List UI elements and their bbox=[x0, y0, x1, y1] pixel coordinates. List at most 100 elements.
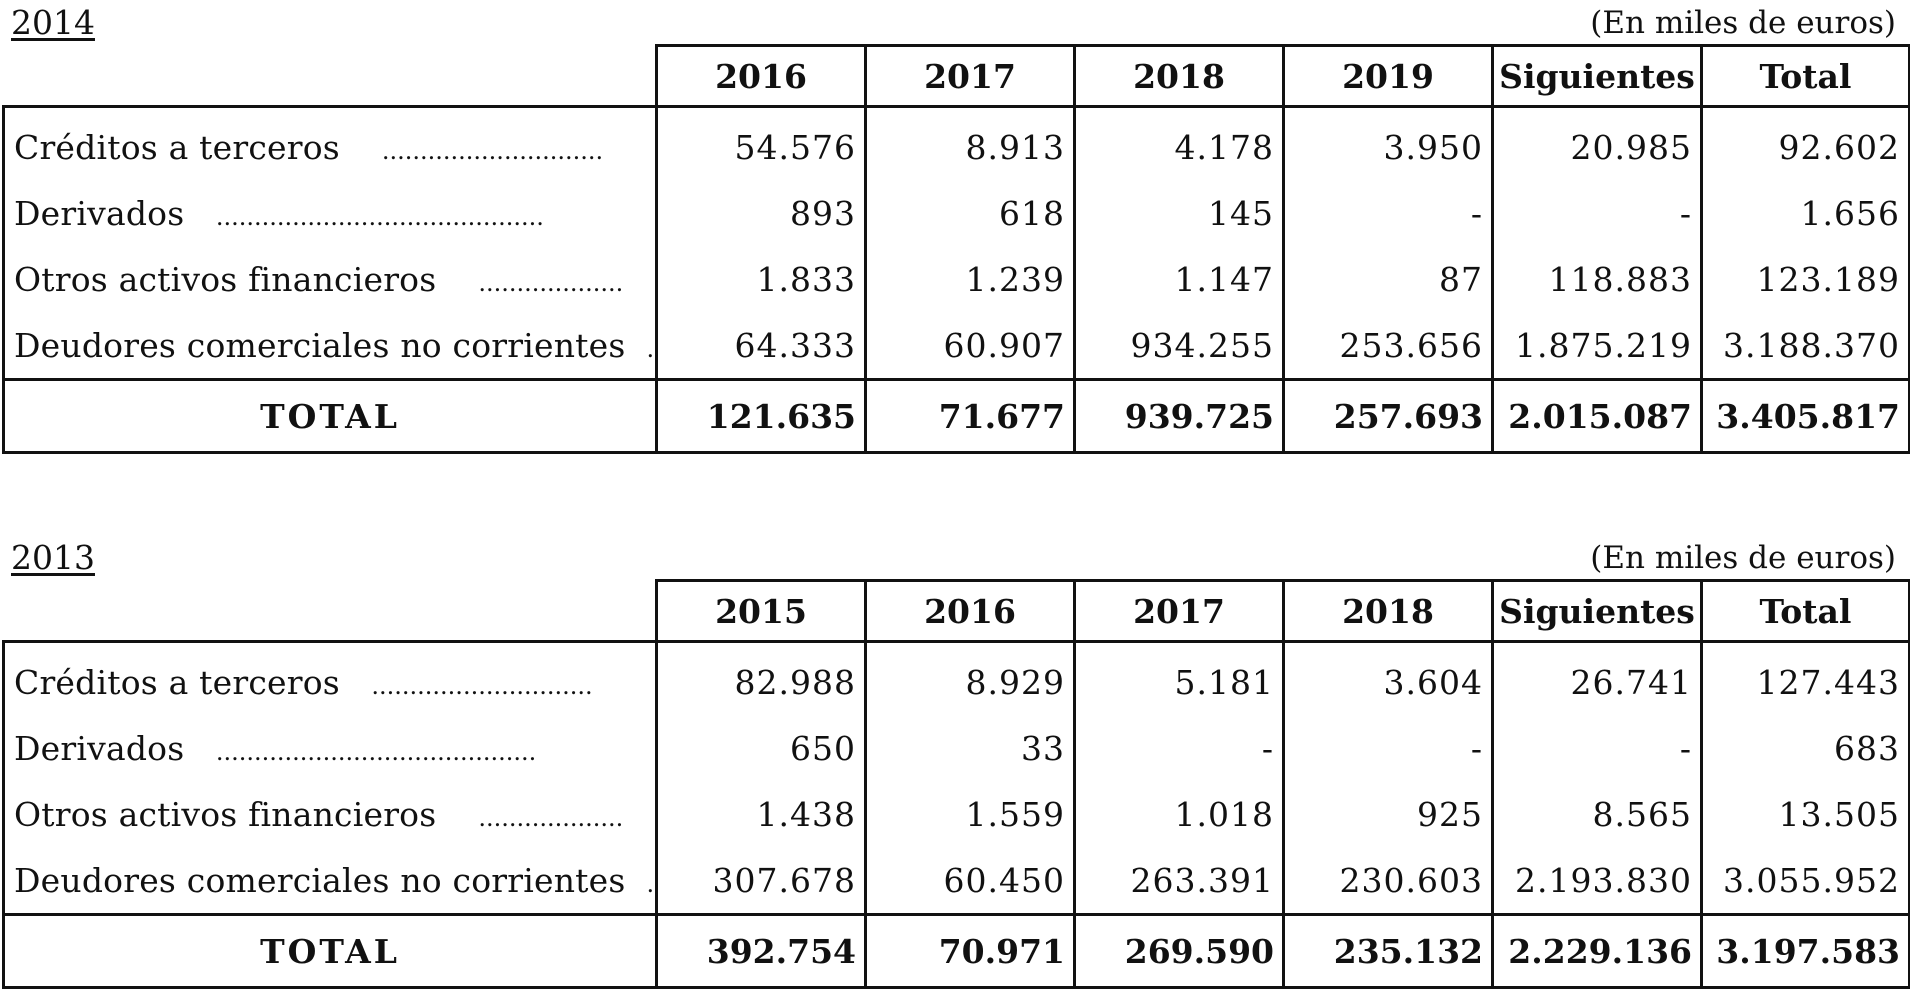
value-cell: 4.178 bbox=[1073, 106, 1285, 180]
table-row: Deudores comerciales no corrientes ... 6… bbox=[2, 312, 1910, 380]
value-cell: 263.391 bbox=[1073, 847, 1285, 915]
row-label-text: Derivados bbox=[14, 728, 185, 768]
value-cell: 1.656 bbox=[1700, 180, 1910, 246]
table-row: Derivados ..............................… bbox=[2, 180, 1910, 246]
value-cell: - bbox=[1073, 715, 1285, 781]
total-value: 257.693 bbox=[1282, 378, 1494, 454]
row-label-text: Deudores comerciales no corrientes bbox=[14, 860, 626, 900]
row-label-text: Créditos a terceros bbox=[14, 127, 340, 167]
unit-label: (En miles de euros) bbox=[1590, 540, 1896, 576]
value-cell: 123.189 bbox=[1700, 246, 1910, 312]
value-cell: 683 bbox=[1700, 715, 1910, 781]
row-label-text: Otros activos financieros bbox=[14, 794, 437, 834]
value-cell: 618 bbox=[864, 180, 1076, 246]
total-value: 269.590 bbox=[1073, 913, 1285, 989]
maturity-table-2014: 2016 2017 2018 2019 Siguientes Total Cré… bbox=[2, 44, 1910, 454]
total-value: 3.405.817 bbox=[1700, 378, 1910, 454]
table-row: Derivados ..............................… bbox=[2, 715, 1910, 781]
row-label: Créditos a terceros ....................… bbox=[2, 641, 658, 715]
value-cell: 893 bbox=[655, 180, 867, 246]
section-2013: 2013 (En miles de euros) 2015 2016 2017 … bbox=[0, 535, 1910, 989]
value-cell: 3.604 bbox=[1282, 641, 1494, 715]
total-value: 71.677 bbox=[864, 378, 1076, 454]
value-cell: - bbox=[1282, 180, 1494, 246]
dot-leader: ... bbox=[646, 869, 655, 898]
total-value: 235.132 bbox=[1282, 913, 1494, 989]
header-blank-cell bbox=[3, 580, 658, 643]
row-label: Otros activos financieros ..............… bbox=[2, 246, 658, 312]
column-header: Total bbox=[1700, 579, 1910, 643]
unit-label: (En miles de euros) bbox=[1590, 5, 1896, 41]
column-header: 2016 bbox=[864, 579, 1076, 643]
total-value: 2.229.136 bbox=[1491, 913, 1703, 989]
column-header: Total bbox=[1700, 44, 1910, 108]
value-cell: 1.438 bbox=[655, 781, 867, 847]
value-cell: 307.678 bbox=[655, 847, 867, 915]
table-row: Créditos a terceros ....................… bbox=[2, 106, 1910, 180]
total-value: 70.971 bbox=[864, 913, 1076, 989]
total-value: 3.197.583 bbox=[1700, 913, 1910, 989]
value-cell: 33 bbox=[864, 715, 1076, 781]
column-header: 2018 bbox=[1282, 579, 1494, 643]
value-cell: 13.505 bbox=[1700, 781, 1910, 847]
value-cell: 1.018 bbox=[1073, 781, 1285, 847]
row-label: Otros activos financieros ..............… bbox=[2, 781, 658, 847]
row-label-text: Créditos a terceros bbox=[14, 662, 340, 702]
dot-leader: ............................. bbox=[371, 671, 593, 700]
value-cell: 3.950 bbox=[1282, 106, 1494, 180]
value-cell: 20.985 bbox=[1491, 106, 1703, 180]
value-cell: 650 bbox=[655, 715, 867, 781]
value-cell: 1.875.219 bbox=[1491, 312, 1703, 380]
row-label: Créditos a terceros ....................… bbox=[2, 106, 658, 180]
total-value: 121.635 bbox=[655, 378, 867, 454]
value-cell: 1.833 bbox=[655, 246, 867, 312]
value-cell: 3.188.370 bbox=[1700, 312, 1910, 380]
value-cell: - bbox=[1282, 715, 1494, 781]
total-row: TOTAL 121.635 71.677 939.725 257.693 2.0… bbox=[2, 378, 1910, 454]
dot-leader: ........................................… bbox=[215, 202, 544, 231]
row-label: Deudores comerciales no corrientes ... bbox=[2, 847, 658, 915]
value-cell: 230.603 bbox=[1282, 847, 1494, 915]
column-header: 2017 bbox=[864, 44, 1076, 108]
row-label-text: Deudores comerciales no corrientes bbox=[14, 325, 626, 365]
column-header: 2015 bbox=[655, 579, 867, 643]
row-label-text: Otros activos financieros bbox=[14, 259, 437, 299]
section-2014: 2014 (En miles de euros) 2016 2017 2018 … bbox=[0, 0, 1910, 454]
dot-leader: ........................................… bbox=[215, 737, 537, 766]
total-row: TOTAL 392.754 70.971 269.590 235.132 2.2… bbox=[2, 913, 1910, 989]
value-cell: 1.239 bbox=[864, 246, 1076, 312]
dot-leader: ................... bbox=[478, 268, 624, 297]
value-cell: 54.576 bbox=[655, 106, 867, 180]
value-cell: 8.913 bbox=[864, 106, 1076, 180]
column-header: Siguientes bbox=[1491, 44, 1703, 108]
value-cell: 26.741 bbox=[1491, 641, 1703, 715]
table-row: Otros activos financieros ..............… bbox=[2, 781, 1910, 847]
value-cell: 934.255 bbox=[1073, 312, 1285, 380]
value-cell: 253.656 bbox=[1282, 312, 1494, 380]
dot-leader: ... bbox=[646, 334, 655, 363]
value-cell: 64.333 bbox=[655, 312, 867, 380]
row-label: Derivados ..............................… bbox=[2, 180, 658, 246]
column-header: 2016 bbox=[655, 44, 867, 108]
year-label: 2014 bbox=[11, 3, 95, 42]
section-header: 2014 (En miles de euros) bbox=[0, 0, 1910, 44]
value-cell: 118.883 bbox=[1491, 246, 1703, 312]
table-row: Otros activos financieros ..............… bbox=[2, 246, 1910, 312]
total-label: TOTAL bbox=[2, 913, 658, 989]
value-cell: 925 bbox=[1282, 781, 1494, 847]
value-cell: 145 bbox=[1073, 180, 1285, 246]
column-header: 2018 bbox=[1073, 44, 1285, 108]
value-cell: 5.181 bbox=[1073, 641, 1285, 715]
column-header: 2019 bbox=[1282, 44, 1494, 108]
column-header: 2017 bbox=[1073, 579, 1285, 643]
column-header: Siguientes bbox=[1491, 579, 1703, 643]
total-value: 939.725 bbox=[1073, 378, 1285, 454]
table-row: Créditos a terceros ....................… bbox=[2, 641, 1910, 715]
value-cell: 2.193.830 bbox=[1491, 847, 1703, 915]
value-cell: - bbox=[1491, 180, 1703, 246]
row-label: Deudores comerciales no corrientes ... bbox=[2, 312, 658, 380]
header-row: 2015 2016 2017 2018 Siguientes Total bbox=[3, 579, 1910, 643]
row-label: Derivados ..............................… bbox=[2, 715, 658, 781]
value-cell: 82.988 bbox=[655, 641, 867, 715]
value-cell: 127.443 bbox=[1700, 641, 1910, 715]
